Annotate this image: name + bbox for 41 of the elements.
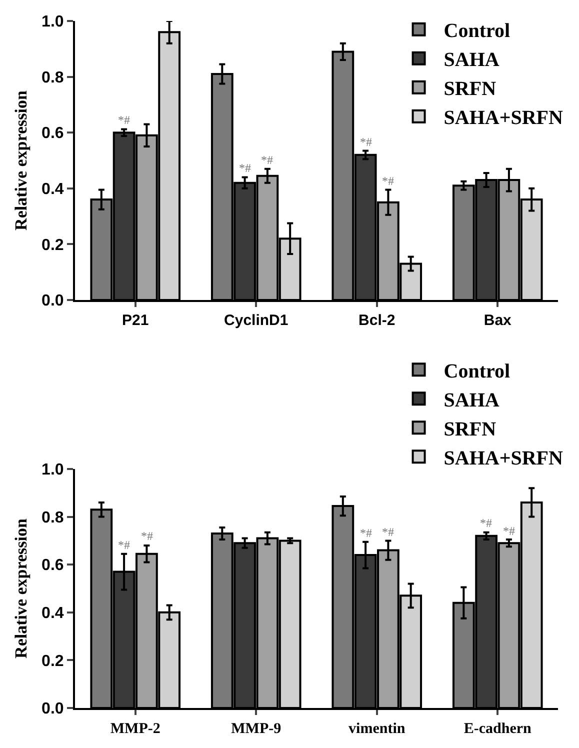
x-tick-label: E-cadhern bbox=[464, 721, 532, 737]
x-tick-label: MMP-9 bbox=[231, 721, 282, 737]
x-tick-label: CyclinD1 bbox=[224, 312, 288, 329]
annotation: *# bbox=[118, 113, 130, 127]
legend-label: SAHA bbox=[444, 389, 500, 412]
x-tick-label: Bax bbox=[484, 312, 512, 329]
legend-label: SAHA+SRFN bbox=[444, 107, 564, 130]
legend-label: SRFN bbox=[444, 78, 497, 100]
annotation: *# bbox=[503, 524, 515, 538]
y-tick-label: 0.8 bbox=[42, 509, 64, 526]
y-tick-label: 1.0 bbox=[42, 462, 64, 479]
annotation: *# bbox=[118, 538, 130, 552]
x-tick-label: vimentin bbox=[348, 721, 406, 737]
x-tick-label: MMP-2 bbox=[110, 721, 160, 737]
y-tick-label: 0.0 bbox=[42, 700, 64, 718]
y-tick-label: 0.4 bbox=[42, 181, 64, 198]
y-tick-label: 0.6 bbox=[42, 557, 64, 574]
y-tick-label: 1.0 bbox=[42, 14, 64, 31]
y-tick-label: 0.0 bbox=[42, 292, 64, 310]
y-tick-label: 0.2 bbox=[42, 652, 64, 670]
annotation: *# bbox=[480, 516, 492, 530]
legend-label: Control bbox=[444, 20, 511, 42]
annotation: *# bbox=[360, 135, 372, 149]
annotation: *# bbox=[141, 529, 153, 543]
legend-label: SRFN bbox=[444, 418, 497, 440]
y-tick-label: 0.2 bbox=[42, 236, 64, 254]
x-tick-label: Bcl-2 bbox=[358, 312, 396, 329]
y-tick-label: 0.6 bbox=[42, 125, 64, 142]
y-tick-label: 0.8 bbox=[42, 69, 64, 86]
y-tick-label: 0.4 bbox=[42, 605, 64, 622]
annotation: *# bbox=[382, 525, 394, 539]
y-axis-title: Relative expression bbox=[12, 518, 31, 658]
annotation: *# bbox=[382, 174, 394, 188]
annotation: *# bbox=[239, 161, 251, 175]
y-axis-title: Relative expression bbox=[12, 90, 31, 230]
x-tick-label: P21 bbox=[122, 312, 149, 329]
annotation: *# bbox=[261, 153, 273, 167]
legend-label: SAHA bbox=[444, 49, 500, 72]
annotation: *# bbox=[360, 526, 372, 540]
legend-label: Control bbox=[444, 360, 511, 382]
legend-label: SAHA+SRFN bbox=[444, 447, 564, 470]
